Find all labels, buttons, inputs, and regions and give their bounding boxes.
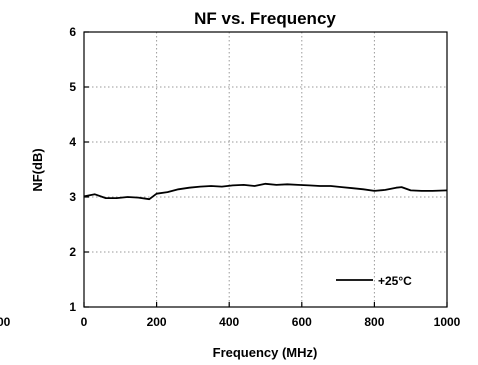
y-tick-label: 3 xyxy=(69,190,76,204)
series-layer xyxy=(83,182,448,201)
x-tick-label: 200 xyxy=(147,315,167,329)
y-tick-label: 2 xyxy=(69,245,76,259)
x-tick-label: 800 xyxy=(364,315,384,329)
chart-title: NF vs. Frequency xyxy=(194,9,336,28)
plot-frame xyxy=(83,31,448,308)
y-tick-label: 4 xyxy=(69,135,76,149)
x-tick-label: 1000 xyxy=(434,315,461,329)
y-tick-label: 5 xyxy=(69,80,76,94)
y-tick-label: 6 xyxy=(69,25,76,39)
x-tick-label: 400 xyxy=(219,315,239,329)
grid xyxy=(84,32,447,307)
legend: +25°C xyxy=(336,274,412,288)
legend-label: +25°C xyxy=(378,274,412,288)
y-tick-label: 1 xyxy=(69,300,76,314)
x-tick-label: 600 xyxy=(292,315,312,329)
x-axis-label: Frequency (MHz) xyxy=(213,345,318,360)
x-tick-label: 0 xyxy=(81,315,88,329)
clipped-left-tick-label: 00 xyxy=(0,315,11,329)
y-axis-label: NF(dB) xyxy=(30,148,45,191)
series-line xyxy=(83,182,448,201)
